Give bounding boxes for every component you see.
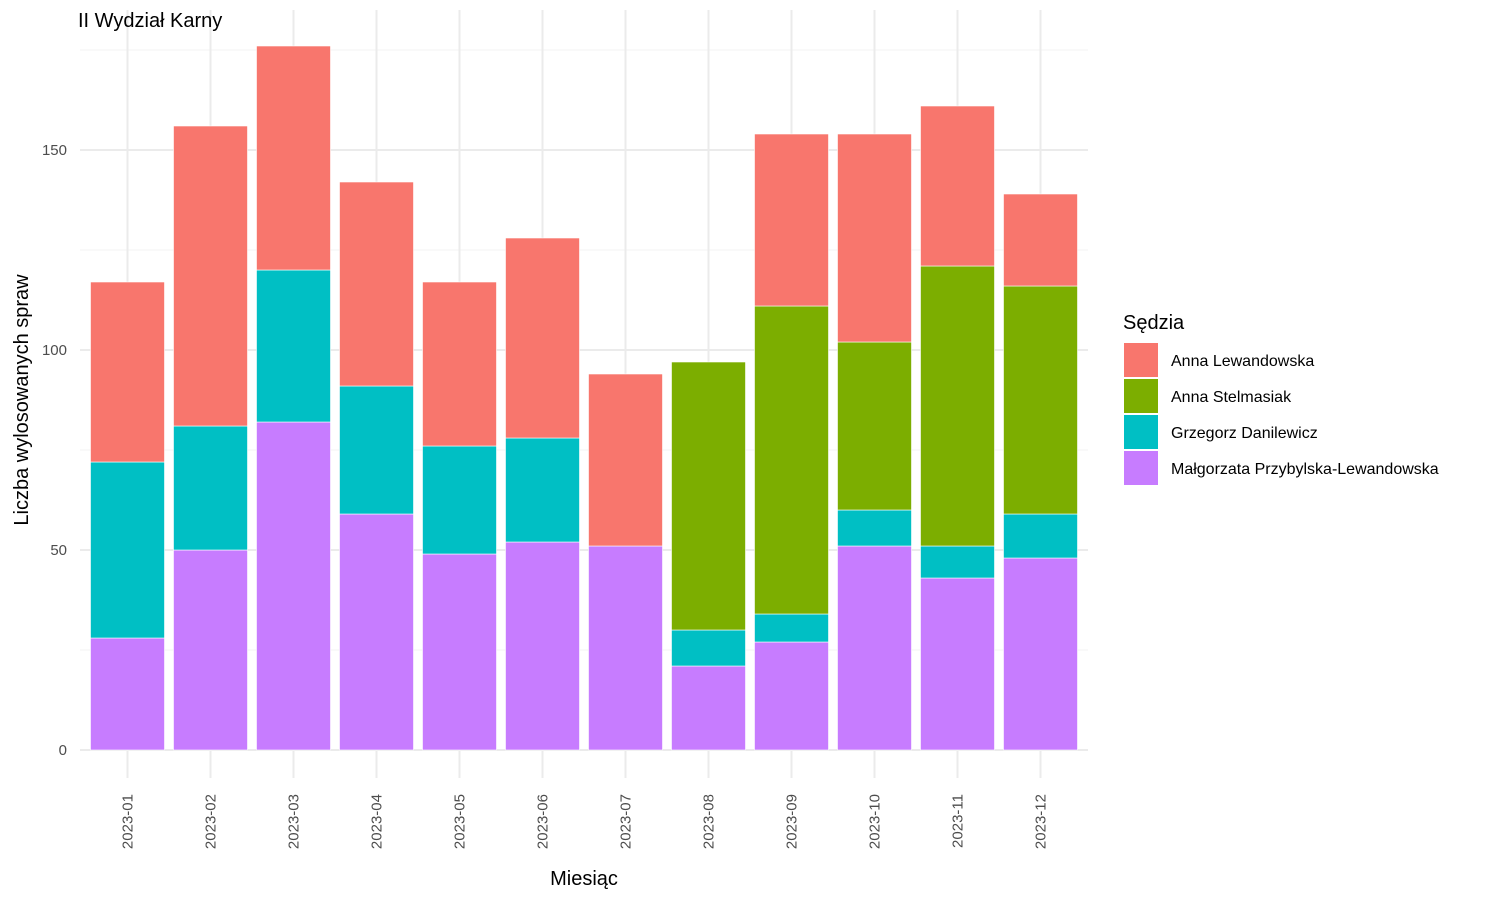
- bar-segment: [339, 181, 414, 387]
- bar-segment: [920, 105, 995, 267]
- x-tick-label: 2023-01: [120, 794, 137, 849]
- bar-segment: [90, 461, 165, 639]
- legend-label: Anna Stelmasiak: [1171, 389, 1292, 406]
- bar-segment: [671, 629, 746, 667]
- bar-segment: [256, 421, 331, 751]
- bar-segment: [920, 545, 995, 579]
- y-tick-label: 0: [59, 742, 67, 759]
- x-tick-label: 2023-11: [950, 794, 967, 848]
- x-tick-label: 2023-02: [203, 794, 220, 849]
- bar-segment: [256, 269, 331, 423]
- bar-segment: [920, 265, 995, 547]
- bar-segment: [505, 237, 580, 439]
- bar-segment: [754, 305, 829, 615]
- x-axis-title: Miesiąc: [550, 868, 618, 890]
- legend-swatch: [1124, 451, 1158, 485]
- x-tick-label: 2023-06: [535, 794, 552, 849]
- bar-segment: [588, 373, 663, 547]
- y-tick-label: 150: [42, 142, 67, 159]
- x-tick-label: 2023-03: [286, 794, 303, 849]
- bar-segment: [754, 613, 829, 643]
- bar-segment: [422, 445, 497, 555]
- bar-segment: [1003, 285, 1078, 515]
- bar-segment: [173, 125, 248, 427]
- bar-segment: [837, 545, 912, 751]
- bar-segment: [837, 133, 912, 343]
- y-axis-ticks: 0 50 100 150: [42, 142, 67, 759]
- x-axis-ticks: 2023-01 2023-02 2023-03 2023-04 2023-05 2023-…: [120, 794, 1050, 849]
- bar-segment: [588, 545, 663, 751]
- bar-segment: [256, 45, 331, 271]
- legend: Sędzia Anna Lewandowska Anna Stelmasiak Gr…: [1123, 312, 1439, 485]
- x-tick-label: 2023-08: [701, 794, 718, 849]
- legend-label: Małgorzata Przybylska-Lewandowska: [1171, 461, 1439, 478]
- bar-segment: [90, 637, 165, 751]
- bar-segment: [173, 549, 248, 751]
- bars: [90, 45, 1078, 751]
- x-tick-label: 2023-09: [784, 794, 801, 849]
- legend-swatch: [1124, 343, 1158, 377]
- bar-segment: [671, 361, 746, 631]
- x-tick-label: 2023-04: [369, 794, 386, 849]
- x-tick-label: 2023-12: [1033, 794, 1050, 849]
- bar-segment: [920, 577, 995, 751]
- bar-segment: [671, 665, 746, 751]
- x-tick-label: 2023-10: [867, 794, 884, 849]
- bar-segment: [173, 425, 248, 551]
- y-axis-title: Liczba wylosowanych spraw: [11, 274, 33, 526]
- bar-segment: [754, 133, 829, 307]
- bar-segment: [1003, 193, 1078, 287]
- legend-title: Sędzia: [1123, 312, 1185, 334]
- chart-title: II Wydział Karny: [78, 10, 222, 32]
- x-tick-label: 2023-05: [452, 794, 469, 849]
- bar-segment: [422, 553, 497, 751]
- y-tick-label: 50: [50, 542, 67, 559]
- legend-swatch: [1124, 415, 1158, 449]
- bar-segment: [422, 281, 497, 447]
- bar-segment: [1003, 557, 1078, 751]
- bar-segment: [339, 513, 414, 751]
- bar-segment: [90, 281, 165, 463]
- bar-segment: [837, 341, 912, 511]
- bar-segment: [505, 437, 580, 543]
- bar-segment: [505, 541, 580, 751]
- legend-label: Anna Lewandowska: [1171, 353, 1314, 370]
- legend-label: Grzegorz Danilewicz: [1171, 425, 1318, 442]
- y-tick-label: 100: [42, 342, 67, 359]
- legend-swatch: [1124, 379, 1158, 413]
- bar-segment: [837, 509, 912, 547]
- bar-segment: [754, 641, 829, 751]
- bar-segment: [339, 385, 414, 515]
- bar-segment: [1003, 513, 1078, 559]
- x-tick-label: 2023-07: [618, 794, 635, 849]
